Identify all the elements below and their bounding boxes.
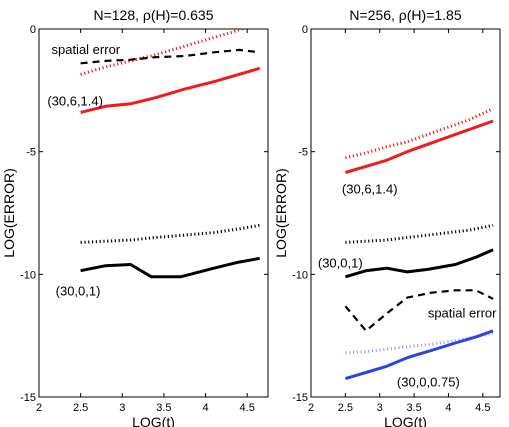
chart-panel-1: N=128, ρ(H)=0.635 2 2.5 3 3.5 4 4.5 0 -5 -10 -15 LO… xyxy=(1,7,269,427)
x-tick-label: 3 xyxy=(377,402,383,414)
y-tick-label: 0 xyxy=(302,24,308,36)
x-tick-label: 2 xyxy=(36,402,42,414)
x-tick-label: 3 xyxy=(119,402,125,414)
x-tick-label: 3.5 xyxy=(406,402,421,414)
x-tick-label: 4.5 xyxy=(240,402,255,414)
y-tick-label: -5 xyxy=(298,147,308,159)
annotation-label: (30,6,1.4) xyxy=(47,93,103,108)
annotation-label: (30,0,1) xyxy=(56,284,101,299)
series-line-5 xyxy=(80,256,260,279)
y-tick-label: -5 xyxy=(26,147,36,159)
chart-title: N=128, ρ(H)=0.635 xyxy=(93,7,213,23)
plot-frame xyxy=(310,28,501,398)
y-tick-label: -15 xyxy=(20,392,36,404)
series-line-5 xyxy=(344,289,494,332)
series-line-6 xyxy=(345,331,494,355)
y-tick-label: -10 xyxy=(20,269,36,281)
annotation-label: spatial error xyxy=(428,306,497,321)
chart-panel-2: N=256, ρ(H)=1.85 2 2.5 3 3.5 4 4.5 0 -5 -10 -15 LOG… xyxy=(273,7,501,427)
x-tick-label: 2.5 xyxy=(73,402,88,414)
x-tick-label: 4 xyxy=(202,402,208,414)
y-tick-label: -10 xyxy=(292,269,308,281)
x-tick-label: 2 xyxy=(308,402,314,414)
annotation-label: (30,6,1.4) xyxy=(342,182,398,197)
x-axis-label: LOG(t) xyxy=(132,414,175,427)
x-tick-label: 4.5 xyxy=(475,402,490,414)
chart-title: N=256, ρ(H)=1.85 xyxy=(349,7,461,23)
series-line-3 xyxy=(345,223,494,244)
y-axis-label: LOG(ERROR) xyxy=(273,168,289,257)
annotation-label: spatial error xyxy=(51,42,120,57)
x-tick-label: 2.5 xyxy=(338,402,353,414)
series-line-4 xyxy=(344,248,494,279)
x-tick-label: 3.5 xyxy=(156,402,171,414)
x-axis-label: LOG(t) xyxy=(384,414,427,427)
series-line-2 xyxy=(80,48,260,65)
series-line-3 xyxy=(80,66,261,114)
series-line-7 xyxy=(344,329,494,381)
series-line-2 xyxy=(344,119,494,174)
series-line-4 xyxy=(80,223,260,244)
y-tick-label: -15 xyxy=(292,392,308,404)
y-tick-label: 0 xyxy=(30,24,36,36)
series-line-1 xyxy=(345,107,494,160)
annotation-label: (30,0,1) xyxy=(318,255,363,270)
y-axis-label: LOG(ERROR) xyxy=(1,168,17,257)
plot-frame xyxy=(38,28,269,398)
annotation-label: (30,0,0.75) xyxy=(397,374,460,389)
x-tick-label: 4 xyxy=(445,402,451,414)
